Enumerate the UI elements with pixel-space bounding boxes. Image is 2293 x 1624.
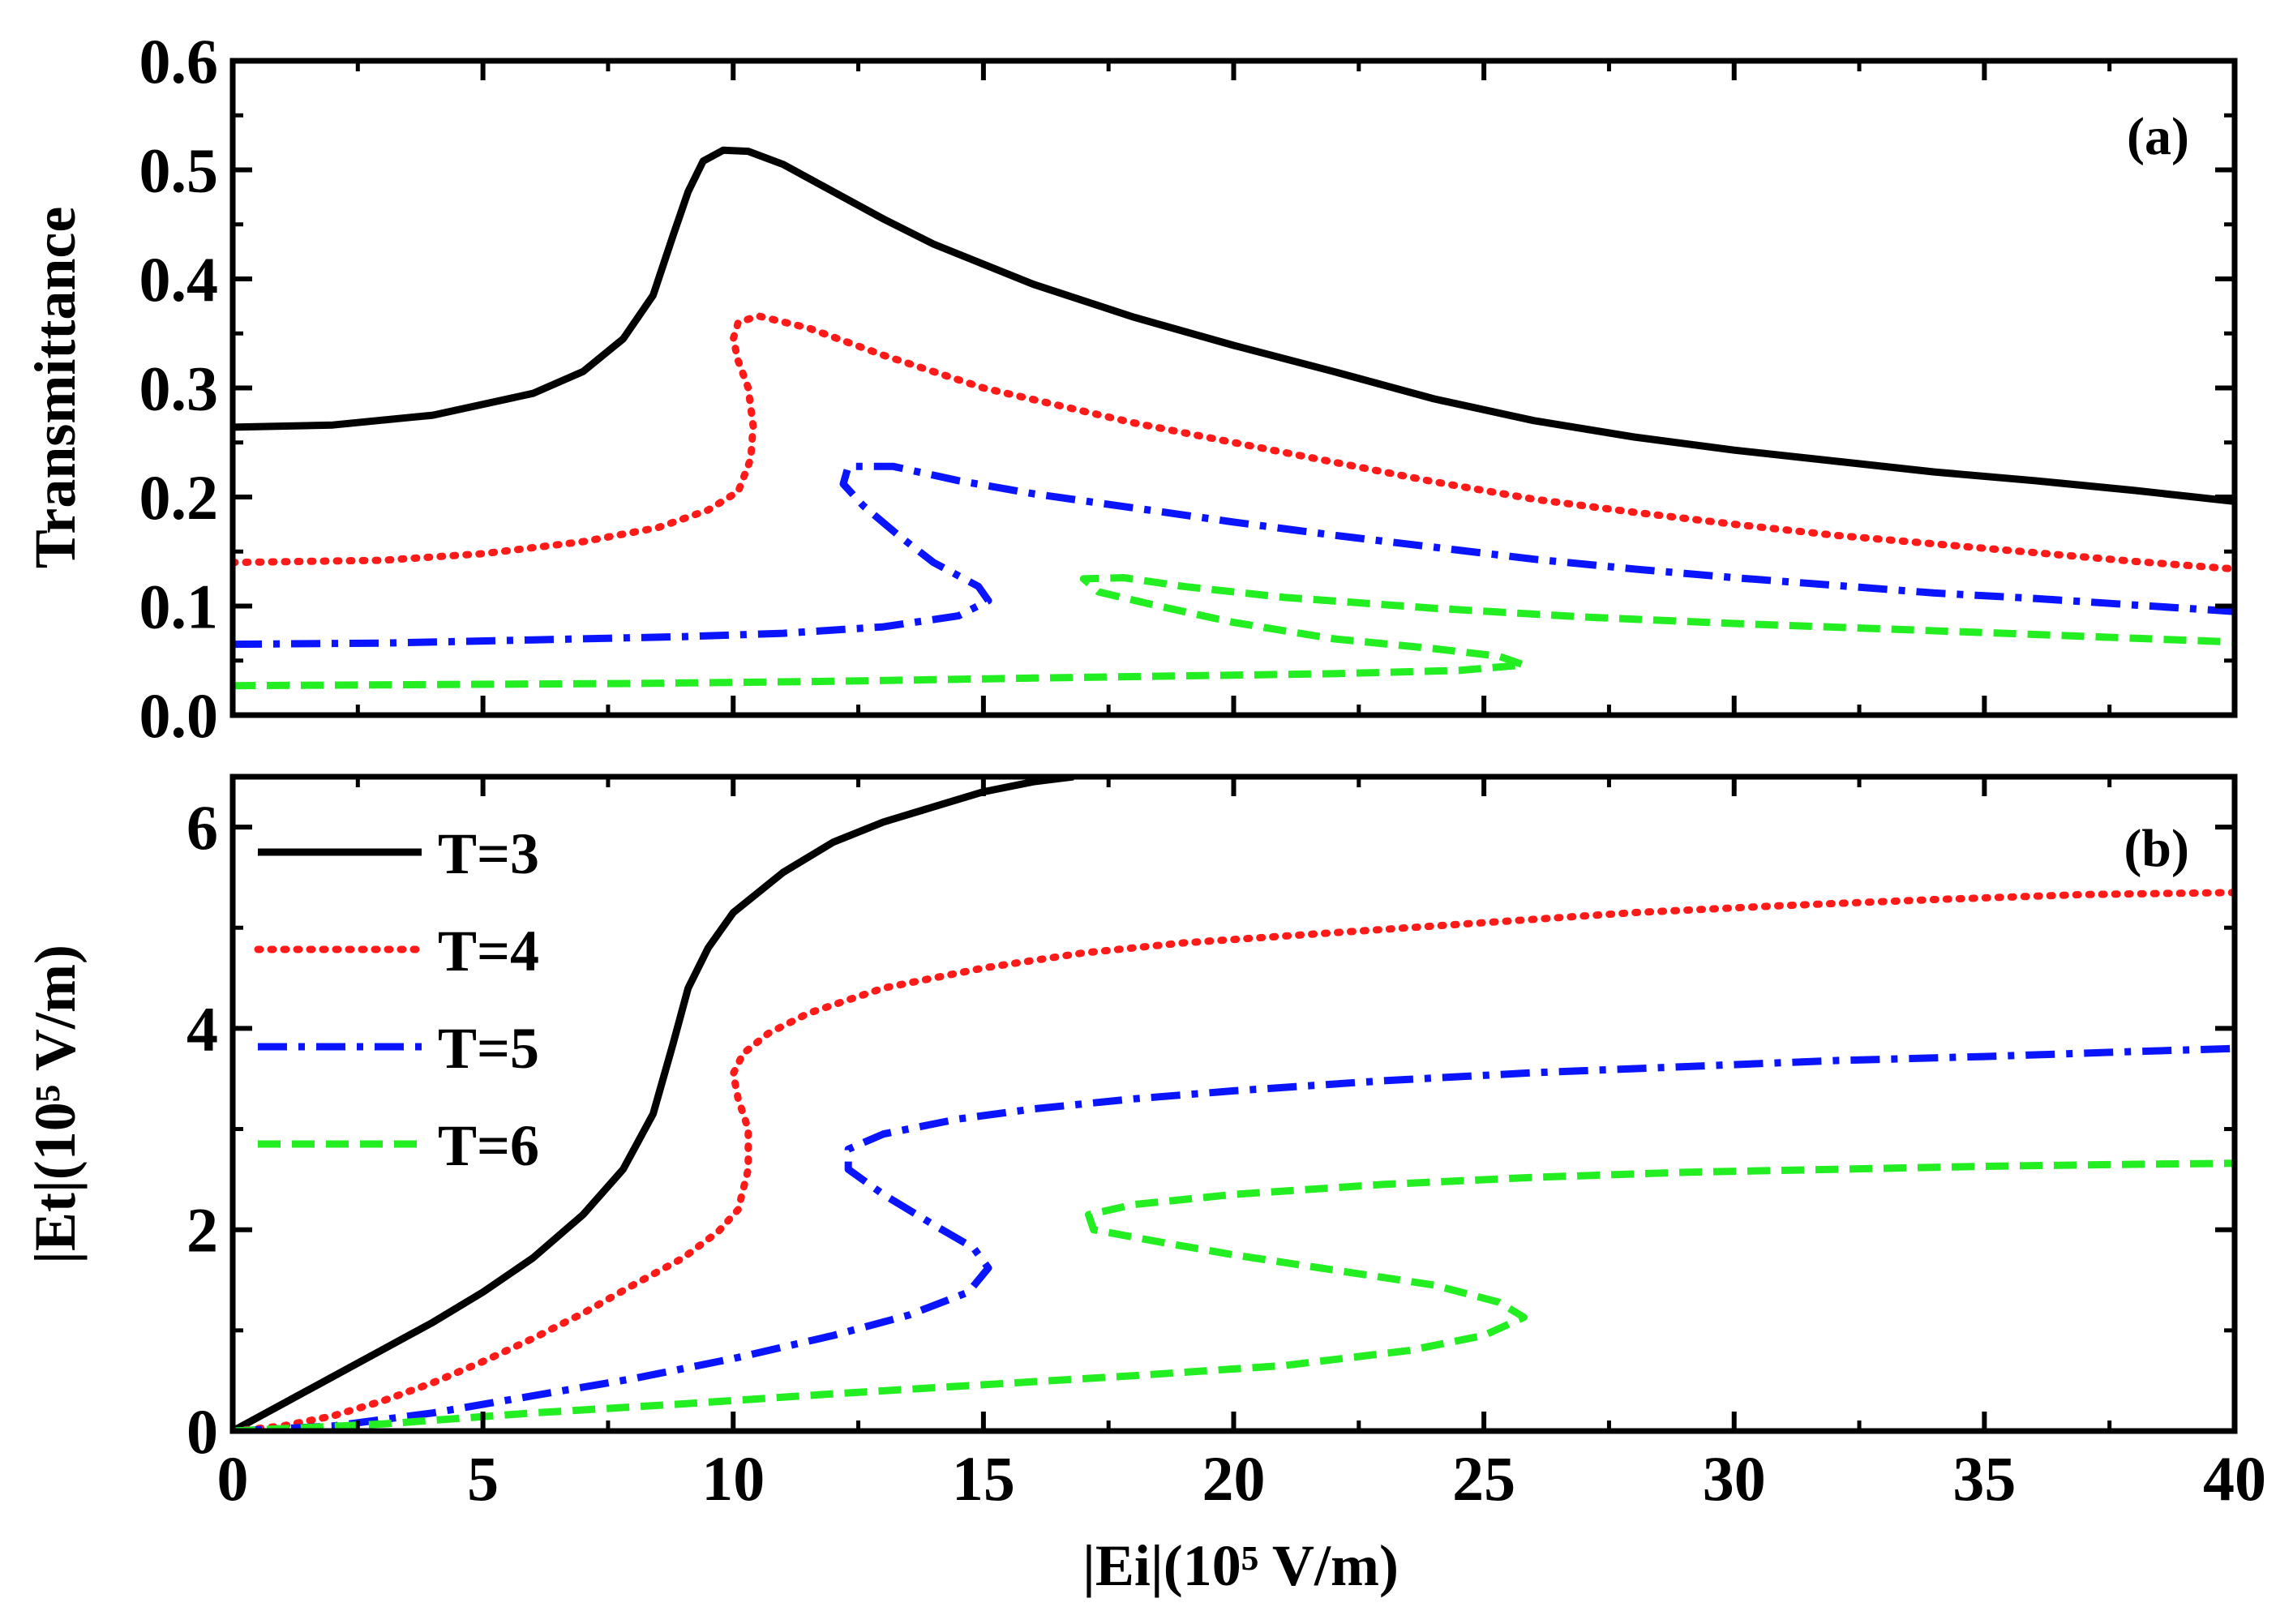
y-tick-label: 4 xyxy=(186,993,218,1064)
x-tick-label: 30 xyxy=(1703,1443,1766,1514)
series-line-t-3 xyxy=(233,146,2235,505)
x-tick-label: 20 xyxy=(1202,1443,1266,1514)
legend-label: T=4 xyxy=(438,919,539,983)
panel-a-frame xyxy=(229,58,2238,718)
y-tick-label: 0 xyxy=(186,1396,218,1467)
series-line-t-3 xyxy=(233,777,1074,1431)
panel-b: 0 2 4 6 0 5 10 15 20 25 30 35 40 (b) |Et|(10⁵ V/m) |… xyxy=(23,773,2266,1598)
panel-b-series xyxy=(233,777,2235,1431)
y-tick-label: 0.5 xyxy=(139,135,219,206)
panel-b-label: (b) xyxy=(2124,819,2189,878)
legend-label: T=6 xyxy=(438,1113,539,1178)
series-line-t-5 xyxy=(233,462,2235,649)
panel-a: 0.0 0.1 0.2 0.3 0.4 0.5 0.6 (a) Transmittance xyxy=(23,26,2238,751)
y-tick-label: 0.1 xyxy=(139,572,219,642)
panel-b-y-axis-title: |Et|(10⁵ V/m) xyxy=(23,945,88,1264)
y-tick-label: 0.2 xyxy=(139,462,219,533)
x-tick-label: 5 xyxy=(467,1443,499,1514)
y-tick-label: 6 xyxy=(186,792,218,863)
y-tick-label: 0.3 xyxy=(139,354,219,424)
y-tick-label: 0.4 xyxy=(139,244,219,315)
panel-a-label: (a) xyxy=(2127,107,2189,166)
panel-a-ticks: 0.0 0.1 0.2 0.3 0.4 0.5 0.6 xyxy=(139,26,2237,751)
series-line-t-6 xyxy=(233,574,2235,690)
x-tick-label: 10 xyxy=(701,1443,765,1514)
series-line-t-4 xyxy=(233,312,2235,573)
y-tick-label: 0.0 xyxy=(139,680,219,751)
panel-b-ticks: 0 2 4 6 0 5 10 15 20 25 30 35 40 xyxy=(186,777,2266,1514)
y-tick-label: 2 xyxy=(186,1195,218,1266)
series-line-t-6 xyxy=(233,1159,2235,1431)
x-axis-title: |Ei|(10⁵ V/m) xyxy=(1082,1533,1399,1598)
panel-a-series xyxy=(233,146,2235,690)
x-tick-label: 25 xyxy=(1452,1443,1515,1514)
y-tick-label: 0.6 xyxy=(139,26,219,96)
x-tick-label: 35 xyxy=(1952,1443,2016,1514)
series-line-t-5 xyxy=(233,1044,2235,1431)
series-line-t-4 xyxy=(233,889,2235,1431)
x-tick-label: 15 xyxy=(952,1443,1015,1514)
x-tick-label: 0 xyxy=(217,1443,249,1514)
panel-a-y-axis-title: Transmittance xyxy=(23,207,88,569)
legend-label: T=5 xyxy=(438,1016,539,1081)
x-tick-label: 40 xyxy=(2203,1443,2266,1514)
legend: T=3 T=4 T=5 T=6 xyxy=(254,821,539,1178)
legend-label: T=3 xyxy=(438,821,539,886)
